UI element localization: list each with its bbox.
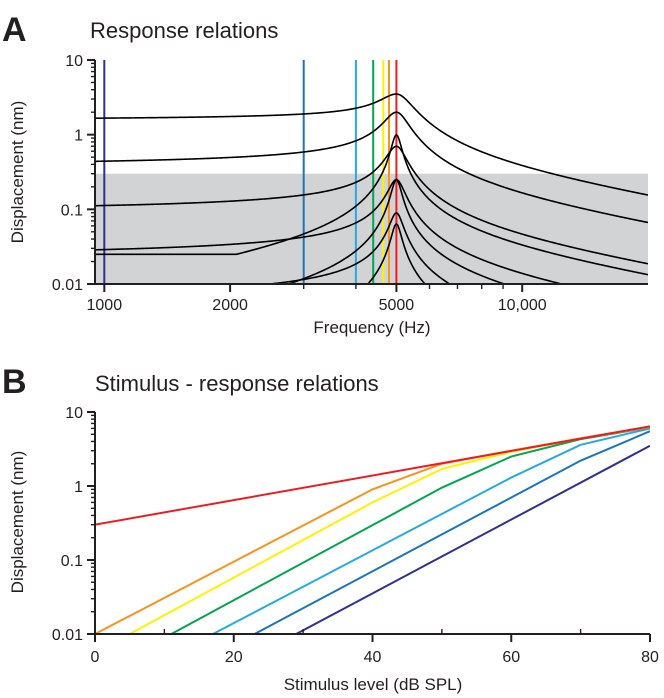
panel-b-x-axis-label: Stimulus level (dB SPL) bbox=[284, 675, 463, 694]
panel-b-y-tick-label-2: 1 bbox=[74, 479, 83, 496]
panel-a-y-axis-label: Displacement (nm) bbox=[8, 101, 27, 244]
panel-b-series-6 bbox=[95, 425, 650, 526]
panel-a-x-axis-label: Frequency (Hz) bbox=[313, 318, 430, 337]
panel-a-y-tick-label-3: 10 bbox=[65, 53, 83, 70]
panel-a-curve-7 bbox=[95, 93, 648, 196]
panel-a-curve-2 bbox=[95, 133, 648, 276]
panel-a-curve-4 bbox=[95, 178, 565, 284]
panel-a-y-tick-label-1: 0.1 bbox=[61, 202, 83, 219]
panel-b-y-tick-label-3: 10 bbox=[65, 405, 83, 422]
panel-a-x-tick-label-0: 1000 bbox=[87, 297, 123, 314]
panel-a-plot-area bbox=[95, 60, 648, 284]
panel-b-series-5 bbox=[95, 425, 650, 634]
panel-a-shaded-region bbox=[95, 173, 648, 284]
panel-a-curve-6 bbox=[95, 111, 648, 224]
panel-a-title: Response relations bbox=[90, 18, 278, 43]
panel-b-y-tick-label-0: 0.01 bbox=[52, 627, 83, 644]
panel-a-x-tick-label-3: 10,000 bbox=[498, 297, 547, 314]
panel-b-plot-area bbox=[95, 425, 650, 634]
panel-b-series-4 bbox=[129, 425, 650, 634]
panel-b-y-tick-label-1: 0.1 bbox=[61, 553, 83, 570]
panel-b-x-tick-label-3: 60 bbox=[502, 649, 520, 666]
panel-b-letter: B bbox=[2, 363, 27, 401]
panel-a: A Response relations Frequency (Hz) Disp… bbox=[2, 11, 648, 337]
panel-b-x-tick-label-4: 80 bbox=[641, 649, 659, 666]
panel-a-curve-1 bbox=[286, 178, 507, 284]
panel-b-x-tick-label-2: 40 bbox=[364, 649, 382, 666]
panel-b-title: Stimulus - response relations bbox=[95, 371, 379, 396]
panel-a-curve-3 bbox=[262, 211, 452, 284]
panel-a-letter: A bbox=[2, 11, 27, 49]
panel-a-y-tick-label-2: 1 bbox=[74, 128, 83, 145]
panel-b-x-tick-label-1: 20 bbox=[225, 649, 243, 666]
panel-b-series-2 bbox=[212, 427, 650, 634]
panel-a-x-tick-label-2: 5000 bbox=[379, 297, 415, 314]
panel-b-y-axis-label: Displacement (nm) bbox=[8, 451, 27, 594]
panel-b-series-1 bbox=[254, 430, 650, 634]
panel-b-series-0 bbox=[295, 444, 650, 634]
panel-a-curve-5 bbox=[95, 145, 648, 265]
panel-a-curve-0 bbox=[366, 222, 427, 284]
panel-b: B Stimulus - response relations Stimulus… bbox=[2, 363, 659, 694]
panel-a-x-tick-label-1: 2000 bbox=[212, 297, 248, 314]
panel-a-y-tick-label-0: 0.01 bbox=[52, 277, 83, 294]
panel-b-x-tick-label-0: 0 bbox=[91, 649, 100, 666]
